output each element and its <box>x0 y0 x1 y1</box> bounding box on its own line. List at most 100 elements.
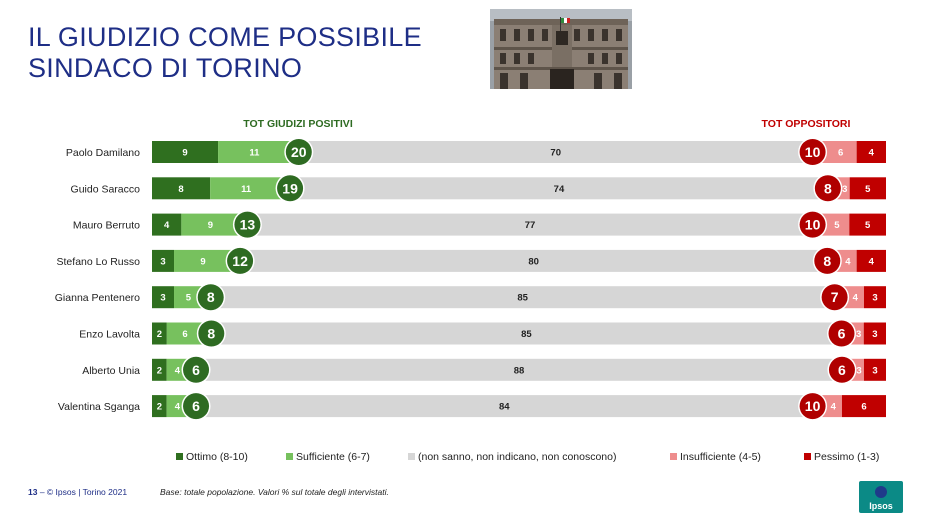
bar-value-label: 5 <box>865 184 871 195</box>
candidate-label: Paolo Damilano <box>66 147 140 159</box>
bar-value-label: 70 <box>550 148 561 159</box>
bar-value-label: 4 <box>175 365 181 376</box>
ipsos-logo: Ipsos <box>859 481 903 513</box>
positive-total-label: 8 <box>207 326 215 342</box>
positive-total-label: 13 <box>240 217 256 233</box>
bar-value-label: 6 <box>182 329 187 340</box>
bar-segment <box>211 322 842 345</box>
bar-value-label: 5 <box>865 220 871 231</box>
legend-swatch <box>670 453 677 460</box>
positive-total-circle <box>285 139 312 165</box>
candidate-label: Stefano Lo Russo <box>57 256 141 268</box>
bar-value-label: 2 <box>157 365 162 376</box>
bar-value-label: 3 <box>872 365 877 376</box>
city-hall-photo <box>490 9 632 89</box>
bar-value-label: 2 <box>157 329 162 340</box>
bar-segment <box>152 177 211 200</box>
legend-swatch <box>408 453 415 460</box>
bar-segment <box>841 395 886 418</box>
opposers-total-circle <box>821 284 848 311</box>
bar-value-label: 11 <box>241 184 252 195</box>
opposers-total-label: 8 <box>824 180 832 196</box>
opposers-total-label: 7 <box>831 289 839 305</box>
logo-text: Ipsos <box>869 501 893 511</box>
bar-value-label: 4 <box>164 220 170 231</box>
page-number: 13 <box>28 487 38 497</box>
bar-segment <box>152 395 167 418</box>
legend-swatch <box>286 453 293 460</box>
bar-segment <box>196 395 813 418</box>
bar-value-label: 6 <box>838 148 843 159</box>
bar-value-label: 3 <box>856 365 861 376</box>
title-line-2: SINDACO DI TORINO <box>28 53 303 83</box>
opposers-total-label: 10 <box>805 217 821 233</box>
legend-label: Insufficiente (4-5) <box>680 451 761 463</box>
legend-swatch <box>176 453 183 460</box>
bar-segment <box>152 249 175 272</box>
base-note: Base: totale popolazione. Valori % sul t… <box>160 487 389 497</box>
bar-value-label: 4 <box>175 402 181 413</box>
bar-segment <box>152 141 219 163</box>
bar-value-label: 4 <box>845 256 851 267</box>
bar-segment <box>849 177 886 200</box>
bar-value-label: 9 <box>182 148 187 159</box>
positive-total-label: 6 <box>192 362 200 378</box>
opposers-total-circle <box>799 211 826 238</box>
bar-value-label: 3 <box>842 184 847 195</box>
bar-segment <box>849 213 886 236</box>
bar-value-label: 3 <box>872 329 877 340</box>
candidate-label: Alberto Unia <box>82 365 140 377</box>
positive-total-circle <box>198 320 225 347</box>
bar-segment <box>152 322 167 345</box>
bar-value-label: 4 <box>853 293 859 304</box>
opposers-total-circle <box>828 320 855 347</box>
bar-segment <box>218 141 299 163</box>
bar-segment <box>152 213 182 236</box>
title-line-1: IL GIUDIZIO COME POSSIBILE <box>28 22 422 52</box>
bar-value-label: 4 <box>831 402 837 413</box>
bar-segment <box>290 177 828 200</box>
header-opposers: TOT OPPOSITORI <box>762 118 851 130</box>
positive-total-label: 19 <box>282 180 298 196</box>
bar-value-label: 77 <box>525 220 536 231</box>
positive-total-circle <box>183 393 210 420</box>
bar-value-label: 6 <box>861 402 866 413</box>
bar-segment <box>298 141 813 163</box>
bar-value-label: 3 <box>872 293 877 304</box>
bar-segment <box>863 322 886 345</box>
positive-total-circle <box>227 247 254 274</box>
bar-segment <box>181 213 248 236</box>
bar-value-label: 3 <box>160 293 165 304</box>
bar-segment <box>174 249 241 272</box>
bar-value-label: 84 <box>499 402 510 413</box>
opposers-total-circle <box>828 356 855 383</box>
legend-label: Ottimo (8-10) <box>186 451 248 463</box>
opposers-total-label: 10 <box>805 144 821 160</box>
bar-value-label: 2 <box>157 402 162 413</box>
candidate-label: Mauro Berruto <box>73 220 140 232</box>
bar-segment <box>863 286 886 309</box>
bar-segment <box>863 358 886 381</box>
bar-value-label: 3 <box>856 329 861 340</box>
page-title: IL GIUDIZIO COME POSSIBILE SINDACO DI TO… <box>28 22 422 84</box>
opposers-total-circle <box>814 175 841 202</box>
candidate-label: Valentina Sganga <box>58 401 140 413</box>
bar-segment <box>196 358 842 381</box>
footer-text: – © Ipsos | Torino 2021 <box>37 487 128 497</box>
legend-swatch <box>804 453 811 460</box>
positive-total-circle <box>197 284 224 311</box>
bar-value-label: 3 <box>160 256 165 267</box>
bar-value-label: 4 <box>869 256 875 267</box>
positive-total-circle <box>234 211 261 238</box>
bar-value-label: 85 <box>517 293 528 304</box>
bar-segment <box>152 286 175 309</box>
bar-segment <box>240 249 828 272</box>
bar-value-label: 85 <box>521 329 532 340</box>
bar-value-label: 74 <box>554 184 565 195</box>
positive-total-label: 6 <box>192 398 200 414</box>
opposers-total-label: 6 <box>838 326 846 342</box>
opposers-total-label: 6 <box>838 362 846 378</box>
opposers-total-label: 8 <box>823 253 831 269</box>
bar-segment <box>856 249 886 272</box>
